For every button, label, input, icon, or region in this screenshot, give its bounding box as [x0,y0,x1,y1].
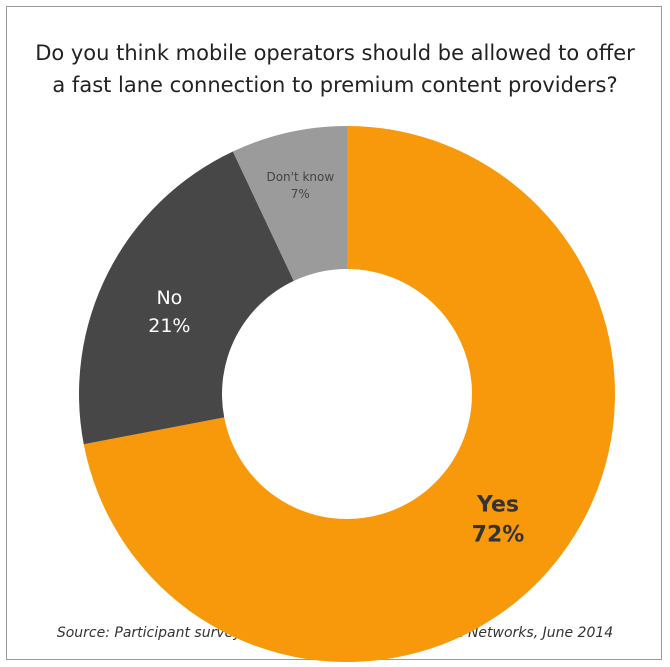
slice-no [78,151,294,445]
donut-labels: Yes 72% No 21% Don't know 7% [148,170,524,548]
slice-label-don-t-know: Don't know [266,170,334,184]
slice-label-no: No [156,287,182,309]
slice-value-no: 21% [148,315,190,337]
slice-don-t-know [232,126,347,281]
chart-title: Do you think mobile operators should be … [35,41,635,97]
donut-slices [78,126,615,662]
slice-yes [83,126,615,662]
slice-label-yes: Yes [476,493,519,518]
slice-value-don-t-know: 7% [291,187,310,201]
slice-value-yes: 72% [472,523,525,548]
